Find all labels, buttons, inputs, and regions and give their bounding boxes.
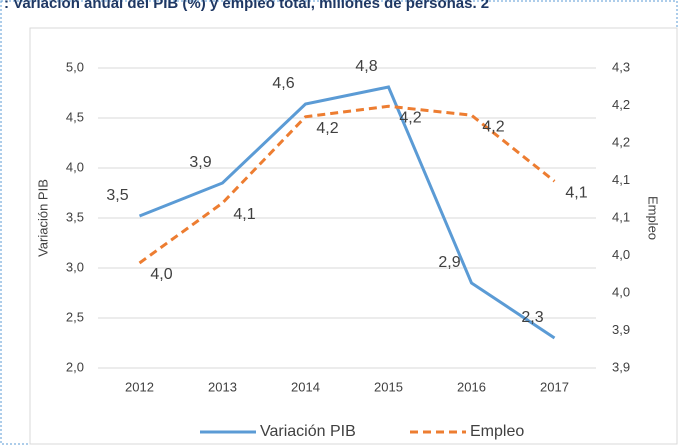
data-label: 3,5 (106, 187, 128, 204)
plot-frame (29, 27, 678, 445)
y2-tick-label: 4,3 (612, 59, 630, 74)
y-tick-label: 4,0 (66, 159, 84, 174)
y2-axis-title: Empleo (646, 196, 661, 240)
series-line (138, 85, 556, 340)
data-label: 4,0 (150, 266, 172, 283)
x-tick-label: 2016 (457, 379, 486, 394)
y-tick-label: 5,0 (66, 59, 84, 74)
data-label: 4,1 (565, 184, 587, 201)
y2-tick-label: 4,2 (612, 134, 630, 149)
y2-tick-label: 4,1 (612, 209, 630, 224)
x-tick-label: 2017 (540, 379, 569, 394)
data-label: 4,2 (482, 118, 504, 135)
y-tick-label: 4,5 (66, 109, 84, 124)
data-label: 4,6 (272, 75, 294, 92)
data-label: 3,9 (189, 154, 211, 171)
y2-tick-label: 4,1 (612, 172, 630, 187)
x-tick-label: 2012 (125, 379, 154, 394)
y2-tick-label: 4,0 (612, 284, 630, 299)
y-tick-label: 3,0 (66, 259, 84, 274)
y2-tick-label: 4,0 (612, 247, 630, 262)
data-label: 4,8 (355, 58, 377, 75)
x-tick-label: 2013 (208, 379, 237, 394)
y-tick-label: 2,0 (66, 359, 84, 374)
data-label: 4,1 (233, 206, 255, 223)
legend-label: Empleo (470, 423, 524, 440)
data-label: 4,2 (399, 109, 421, 126)
y2-tick-label: 3,9 (612, 359, 630, 374)
y-tick-label: 3,5 (66, 209, 84, 224)
y2-tick-label: 4,2 (612, 97, 630, 112)
y-axis-title: Variación PIB (35, 179, 50, 257)
x-tick-label: 2014 (291, 379, 320, 394)
legend-label: Variación PIB (260, 423, 356, 440)
x-tick-label: 2015 (374, 379, 403, 394)
series-line (138, 104, 556, 265)
y2-tick-label: 3,9 (612, 322, 630, 337)
data-label: 2,9 (438, 254, 460, 271)
chart-title: : Variación anual del PIB (%) y empleo t… (4, 0, 489, 12)
y-tick-label: 2,5 (66, 309, 84, 324)
data-label: 4,2 (316, 120, 338, 137)
data-label: 2,3 (521, 309, 543, 326)
